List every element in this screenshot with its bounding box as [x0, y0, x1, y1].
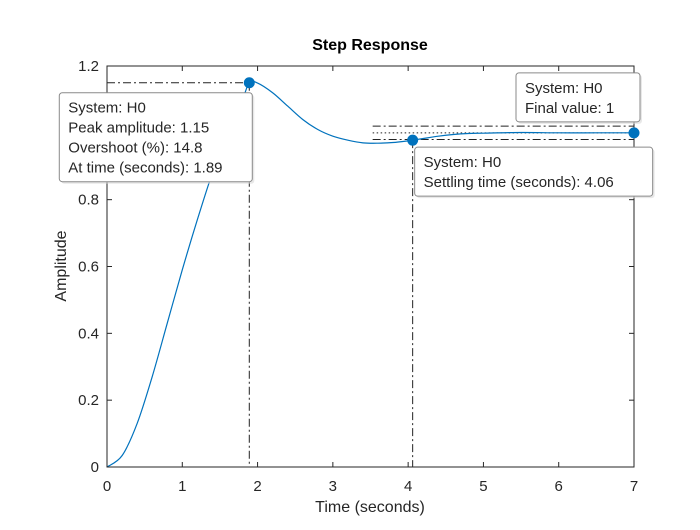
- x-axis-label: Time (seconds): [315, 499, 425, 516]
- x-tick-label: 1: [178, 478, 186, 495]
- x-tick-label: 7: [630, 478, 638, 495]
- x-tick-label: 6: [555, 478, 563, 495]
- datatip-box: [58, 92, 253, 183]
- y-tick-label: 1.2: [78, 58, 99, 75]
- x-tick-label: 4: [404, 478, 412, 495]
- datatip-line: Settling time (seconds): 4.06: [424, 174, 614, 191]
- settling-marker[interactable]: [407, 134, 419, 146]
- peak-marker[interactable]: [243, 77, 255, 89]
- x-tick-label: 2: [253, 478, 261, 495]
- final-marker[interactable]: [628, 127, 640, 139]
- datatip-line: Peak amplitude: 1.15: [68, 120, 209, 137]
- datatip-line: System: H0: [424, 154, 502, 171]
- peak-datatip[interactable]: System: H0 Peak amplitude: 1.15 Overshoot …: [58, 92, 255, 184]
- datatip-line: Final value: 1: [525, 100, 614, 117]
- datatip-line: System: H0: [68, 100, 146, 117]
- settling-datatip[interactable]: System: H0 Settling time (seconds): 4.06: [414, 146, 655, 199]
- final-datatip[interactable]: System: H0 Final value: 1: [515, 72, 642, 124]
- series-line-H0[interactable]: [106, 80, 634, 468]
- y-tick-label: 0: [91, 459, 99, 476]
- y-axis-label: Amplitude: [53, 230, 70, 301]
- chart-title: Step Response: [312, 37, 428, 54]
- datatip-line: System: H0: [525, 80, 603, 97]
- y-tick-label: 0.4: [78, 325, 99, 342]
- x-tick-label: 5: [479, 478, 487, 495]
- datatip-box: [414, 146, 654, 197]
- datatip-box: [515, 72, 641, 123]
- y-tick-label: 0.6: [78, 259, 99, 276]
- datatip-line: At time (seconds): 1.89: [68, 160, 222, 177]
- x-tick-label: 0: [103, 478, 111, 495]
- y-tick-label: 0.8: [78, 192, 99, 209]
- y-tick-label: 0.2: [78, 392, 99, 409]
- x-tick-label: 3: [329, 478, 337, 495]
- datatip-line: Overshoot (%): 14.8: [68, 140, 202, 157]
